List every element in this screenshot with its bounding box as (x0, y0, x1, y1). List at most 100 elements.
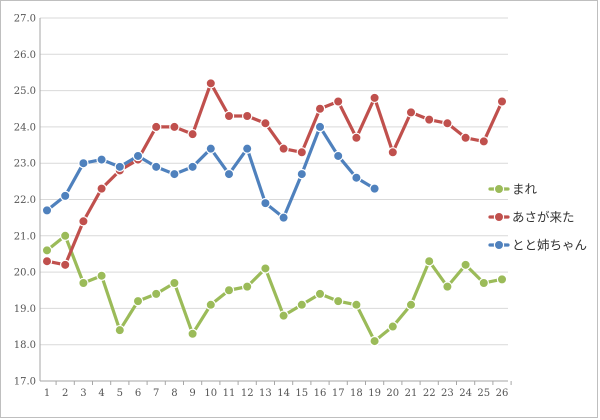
series-1-point (314, 288, 326, 300)
series-1-point (442, 281, 453, 292)
x-tick-label: 19 (368, 388, 381, 399)
series-2-point (59, 259, 71, 271)
series-1-point (41, 245, 53, 256)
series-1-point (205, 299, 216, 310)
series-1-point (169, 277, 180, 289)
series-2-point (78, 216, 89, 227)
y-tick-label: 23.0 (14, 159, 36, 170)
series-2-point (169, 121, 180, 133)
series-3-point (351, 172, 362, 183)
x-tick-label: 8 (171, 388, 177, 399)
y-tick-label: 19.0 (14, 304, 36, 315)
series-2-point (442, 118, 453, 129)
series-1-line (45, 234, 504, 343)
series-2-point (96, 183, 107, 194)
x-tick-label: 25 (477, 388, 490, 399)
y-tick-label: 27.0 (14, 14, 36, 25)
series-2-point (41, 256, 53, 267)
y-tick-label: 24.0 (14, 122, 36, 133)
series-2-point (223, 110, 235, 122)
series-1-point (114, 324, 126, 336)
legend-label: とと姉ちゃん (512, 238, 587, 253)
series-3-point (333, 150, 344, 162)
x-tick-label: 20 (386, 388, 399, 399)
series-3-point (205, 143, 216, 154)
series-2-point (460, 132, 471, 143)
x-tick-label: 16 (314, 388, 327, 399)
series-3-point (369, 183, 380, 194)
series-3-point (241, 143, 253, 154)
legend-swatch-marker (493, 211, 505, 223)
series-3-line (45, 125, 377, 220)
series-3-point (187, 161, 198, 173)
series-1-point (369, 335, 380, 347)
series-1-point (78, 277, 89, 289)
x-tick-label: 6 (135, 388, 141, 399)
series-3-point (114, 161, 126, 173)
x-tick-label: 15 (295, 388, 308, 399)
y-tick-label: 17.0 (14, 377, 36, 388)
series-1-point (260, 263, 271, 274)
y-tick-label: 20.0 (14, 268, 36, 279)
y-tick-label: 21.0 (14, 231, 36, 242)
x-tick-label: 10 (204, 388, 217, 399)
series-2-point (187, 128, 198, 140)
series-3-point (169, 168, 180, 180)
x-tick-label: 21 (405, 388, 418, 399)
series-3-point (132, 150, 144, 162)
series-1-point (496, 274, 508, 285)
series-2-line (45, 81, 504, 267)
series-1-point (241, 281, 253, 292)
series-1-point (460, 259, 471, 271)
series-3-point (296, 168, 307, 180)
legend-swatch-marker (493, 239, 505, 251)
series-1-point (223, 285, 235, 296)
series-2-point (278, 143, 289, 154)
series-3-point (223, 168, 235, 180)
legend-label: まれ (512, 182, 538, 197)
series-3-point (59, 190, 71, 202)
series-1-point (478, 277, 489, 289)
y-tick-label: 18.0 (14, 340, 36, 351)
x-tick-label: 1 (44, 388, 50, 399)
series-2-point (333, 96, 344, 107)
y-tick-label: 25.0 (14, 86, 36, 97)
x-tick-label: 12 (241, 388, 254, 399)
x-tick-label: 4 (98, 388, 104, 399)
series-1-point (333, 295, 344, 307)
series-1-point (387, 321, 398, 332)
series-1-point (278, 310, 289, 321)
series-3-point (278, 212, 289, 223)
series-3-point (150, 161, 162, 173)
series-2-point (205, 78, 216, 89)
x-tick-label: 18 (350, 388, 363, 399)
x-tick-label: 9 (189, 388, 195, 399)
series-3-point (260, 197, 271, 209)
series-1-point (187, 328, 198, 340)
series-1-point (405, 299, 417, 310)
x-tick-label: 23 (441, 388, 454, 399)
series-1-point (296, 299, 307, 310)
series-2-point (351, 132, 362, 143)
series-1-point (96, 270, 107, 281)
series-1-point (132, 295, 144, 307)
series-1-point (424, 256, 435, 267)
y-tick-label: 26.0 (14, 50, 36, 61)
series-3-point (78, 157, 89, 169)
x-tick-label: 14 (277, 388, 290, 399)
series-2-point (387, 147, 398, 158)
series-3-point (96, 154, 107, 165)
legend-swatch-marker (493, 183, 505, 195)
series-2-point (260, 118, 271, 129)
series-3-point (41, 205, 53, 216)
series-2-point (314, 103, 326, 114)
x-tick-label: 26 (496, 388, 509, 399)
legend-label: あさが来た (512, 210, 575, 225)
series-1-point (59, 230, 71, 241)
series-2-point (405, 107, 417, 118)
series-2-point (496, 96, 508, 107)
series-1-point (351, 299, 362, 310)
x-tick-label: 5 (117, 388, 123, 399)
